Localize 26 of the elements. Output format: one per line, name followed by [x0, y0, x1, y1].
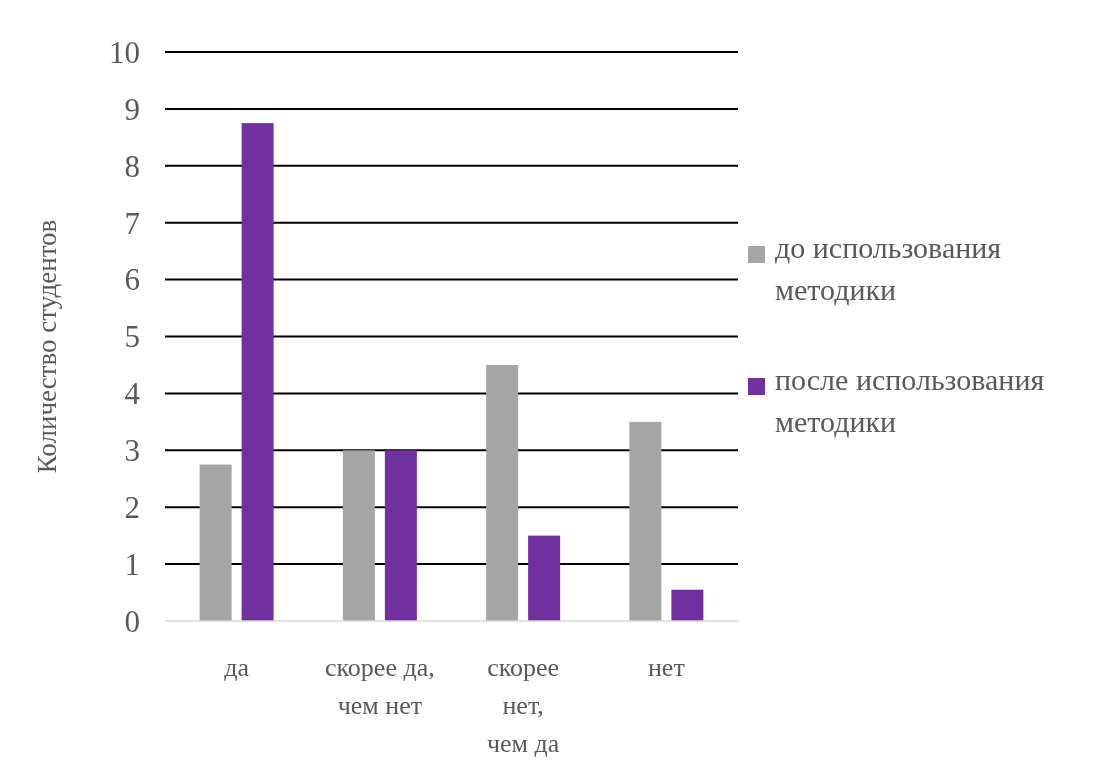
bar	[342, 450, 375, 621]
bar	[629, 421, 662, 621]
x-tick-label: нет	[647, 653, 685, 682]
bar	[241, 123, 274, 621]
y-tick-label: 8	[124, 148, 140, 184]
x-tick-label: скорее нет, чем да	[486, 653, 560, 758]
y-tick-label: 5	[124, 319, 140, 355]
y-tick-label: 3	[124, 433, 140, 469]
bar	[671, 589, 704, 621]
x-tick-label: да	[224, 653, 250, 682]
bar	[486, 364, 519, 621]
bar	[384, 450, 417, 621]
bar	[528, 535, 561, 621]
y-tick-label: 4	[124, 376, 141, 412]
y-tick-label: 9	[124, 91, 140, 127]
y-tick-label: 7	[124, 205, 140, 241]
y-tick-label: 6	[124, 262, 140, 298]
legend-label: до использования методики	[775, 231, 1002, 306]
y-tick-label: 0	[124, 603, 140, 639]
y-tick-label: 1	[124, 546, 140, 582]
bar	[199, 464, 232, 621]
x-tick-label: скорее да, чем нет	[325, 653, 435, 720]
y-tick-label: 10	[109, 34, 140, 70]
legend-label: после использования методики	[775, 363, 1045, 438]
y-axis-title: Количество студентов	[32, 219, 62, 474]
y-tick-label: 2	[124, 490, 140, 526]
